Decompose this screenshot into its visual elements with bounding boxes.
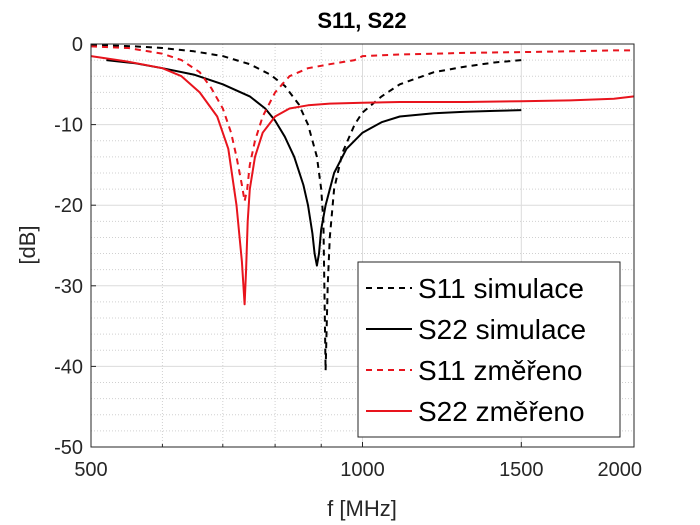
y-axis-label: [dB] <box>15 225 40 264</box>
series-line-4 <box>90 55 635 306</box>
y-tick-label: -50 <box>54 437 83 459</box>
legend-entry: S11 změřeno <box>418 355 582 386</box>
x-ticks: 500 1000 1500 2000 <box>74 442 642 481</box>
series-layer <box>90 43 635 372</box>
chart-title: S11, S22 <box>317 8 406 33</box>
y-tick-label: -30 <box>54 276 83 298</box>
legend-entry: S22 změřeno <box>418 396 585 427</box>
legend-entry: S22 simulace <box>418 314 586 345</box>
x-tick-label: 1000 <box>340 459 385 481</box>
legend-box <box>357 261 621 438</box>
series-line-2 <box>106 59 522 267</box>
x-axis-label: f [MHz] <box>327 496 397 521</box>
y-tick-label: 0 <box>72 34 83 56</box>
legend: S11 simulace S22 simulace S11 změřeno S22 z… <box>357 261 621 438</box>
x-tick-label: 1500 <box>499 459 544 481</box>
series-line-1 <box>90 43 522 372</box>
y-tick-label: -40 <box>54 356 83 378</box>
x-tick-label: 2000 <box>598 459 643 481</box>
minor-grid <box>91 44 634 447</box>
y-tick-label: -20 <box>54 195 83 217</box>
legend-entry: S11 simulace <box>418 273 584 304</box>
y-ticks: 0 -10 -20 -30 -40 -50 <box>54 34 96 459</box>
x-tick-label: 500 <box>74 459 107 481</box>
y-tick-label: -10 <box>54 115 83 137</box>
